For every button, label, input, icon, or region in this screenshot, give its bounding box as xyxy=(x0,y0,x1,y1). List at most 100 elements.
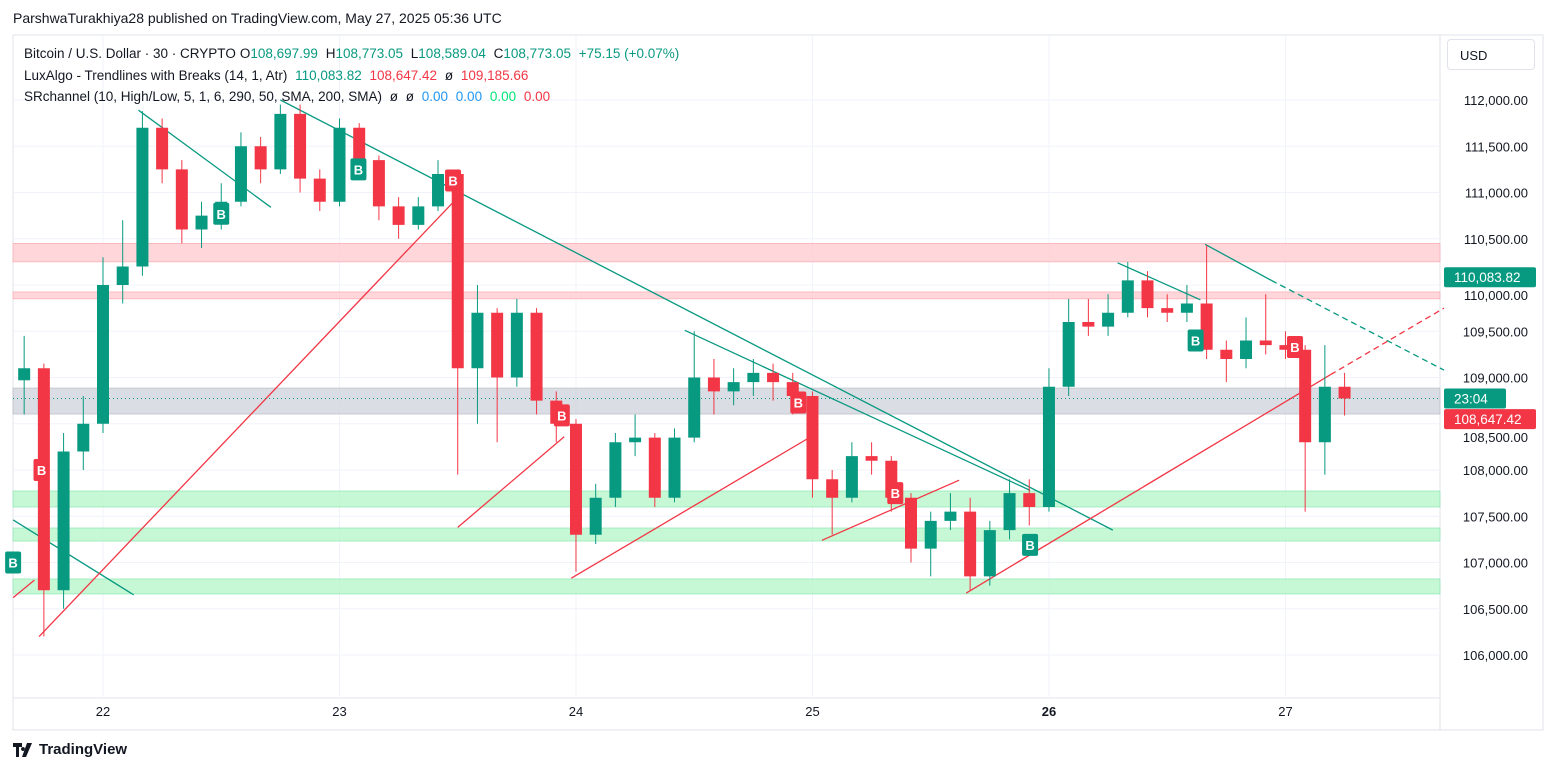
tradingview-wordmark: TradingView xyxy=(39,741,128,758)
price-axis: 106,000.00 106,500.00 107,000.00 107,500.00… xyxy=(1444,93,1536,663)
grid xyxy=(12,34,1544,731)
candle-body xyxy=(983,530,996,577)
break-label-text: B xyxy=(217,207,226,222)
candle-body xyxy=(491,312,504,378)
x-tick-label: 25 xyxy=(805,704,819,719)
candle-body xyxy=(353,127,366,161)
y-tick-label: 106,000.00 xyxy=(1463,648,1528,663)
price-label-up xyxy=(1444,267,1536,288)
close-value: 108,773.05 xyxy=(503,46,571,61)
candle-body xyxy=(1220,349,1233,359)
currency-button[interactable]: USD xyxy=(1447,39,1535,70)
y-tick-label: 108,500.00 xyxy=(1463,430,1528,445)
candle-body xyxy=(294,113,307,179)
break-label-up xyxy=(5,551,22,574)
down-trendline xyxy=(1204,243,1272,281)
trendlines xyxy=(12,99,1445,637)
candle-body xyxy=(1259,340,1272,346)
break-label-text: B xyxy=(1025,538,1034,553)
y-tick-label: 111,000.00 xyxy=(1465,186,1528,201)
candle-body xyxy=(392,206,405,225)
x-tick-label: 24 xyxy=(569,704,583,719)
candle-body xyxy=(1003,493,1016,531)
candle-body xyxy=(156,127,169,170)
tradingview-logo-icon xyxy=(13,742,32,757)
change-value: +75.15 (+0.07%) xyxy=(578,46,680,61)
candle-body xyxy=(1161,308,1174,313)
candle-body xyxy=(116,266,129,285)
break-label-text: B xyxy=(794,395,803,410)
candle-body xyxy=(1082,322,1095,327)
y-tick-label: 109,000.00 xyxy=(1463,371,1528,386)
break-label-down xyxy=(790,391,807,414)
sr-value-1: 0.00 xyxy=(421,89,449,104)
up-trendline xyxy=(457,436,565,528)
candle-body xyxy=(451,174,464,369)
candle-body xyxy=(727,382,740,392)
lux-value-3: 109,185.66 xyxy=(460,68,529,83)
support-zone xyxy=(12,527,1441,542)
candle-body xyxy=(96,285,109,424)
candle-body xyxy=(195,215,208,230)
sr-value-4: 0.00 xyxy=(523,89,551,104)
candle-body xyxy=(1338,386,1351,399)
candle-body xyxy=(18,368,31,381)
lux-value-2: 108,647.42 xyxy=(369,68,438,83)
break-label-down xyxy=(1286,335,1303,358)
down-trendline xyxy=(138,109,272,208)
sr-zones xyxy=(12,243,1441,595)
candle-body xyxy=(1042,386,1055,507)
candle-body xyxy=(905,497,918,549)
break-label-text: B xyxy=(354,162,363,177)
break-label-text: B xyxy=(448,173,457,188)
price-label-text: 110,083.82 xyxy=(1454,270,1521,285)
candle-body xyxy=(412,206,425,225)
resistance-zone xyxy=(12,243,1441,263)
candle-body xyxy=(57,451,70,591)
y-tick-label: 110,500.00 xyxy=(1464,232,1528,247)
candle-body xyxy=(77,423,90,452)
srchannel-name[interactable]: SRchannel (10, High/Low, 5, 1, 6, 290, 5… xyxy=(24,89,382,104)
break-label-text: B xyxy=(8,556,17,571)
x-tick-label: 22 xyxy=(96,704,110,719)
candle-body xyxy=(1102,312,1115,327)
candle-body xyxy=(648,437,661,498)
candle-body xyxy=(747,372,760,383)
srchannel-legend: SRchannel (10, High/Low, 5, 1, 6, 290, 5… xyxy=(24,89,554,104)
y-tick-label: 110,000.00 xyxy=(1464,288,1528,303)
y-tick-label: 107,500.00 xyxy=(1463,509,1528,524)
down-trendline xyxy=(684,329,1031,491)
break-label-text: B xyxy=(557,408,566,423)
break-label-text: B xyxy=(1290,340,1299,355)
candle-body xyxy=(1318,386,1331,443)
candle-body xyxy=(609,442,622,498)
y-tick-label: 107,000.00 xyxy=(1463,556,1528,571)
support-zone xyxy=(12,490,1441,508)
candle-body xyxy=(1062,322,1075,387)
y-tick-label: 111,500.00 xyxy=(1465,139,1528,154)
publisher-note: ParshwaTurakhiya28 published on TradingV… xyxy=(13,10,502,26)
candle-body xyxy=(826,479,839,498)
symbol-name[interactable]: Bitcoin / U.S. Dollar · 30 · CRYPTO xyxy=(24,46,236,61)
down-trendline xyxy=(280,99,1114,531)
support-zone xyxy=(12,578,1441,595)
price-label-up xyxy=(1444,388,1506,409)
candle-body xyxy=(254,146,267,170)
resistance-zone xyxy=(12,291,1441,300)
high-value: 108,773.05 xyxy=(335,46,404,61)
luxalgo-name[interactable]: LuxAlgo - Trendlines with Breaks (14, 1,… xyxy=(24,68,288,83)
down-trendline-extension xyxy=(1271,279,1445,371)
luxalgo-legend: LuxAlgo - Trendlines with Breaks (14, 1,… xyxy=(24,68,532,83)
tradingview-logo[interactable]: TradingView xyxy=(13,741,127,758)
open-value: 108,697.99 xyxy=(250,46,318,61)
candle-body xyxy=(688,377,701,438)
lux-value-1: 110,083.82 xyxy=(295,68,362,83)
candle-body xyxy=(274,113,287,170)
sr-empty-2: ø xyxy=(405,89,414,104)
break-label-up xyxy=(1187,329,1204,352)
candle-body xyxy=(175,169,188,230)
candle-body xyxy=(964,511,977,577)
break-label-text: B xyxy=(37,463,46,478)
candle-body xyxy=(510,312,523,378)
